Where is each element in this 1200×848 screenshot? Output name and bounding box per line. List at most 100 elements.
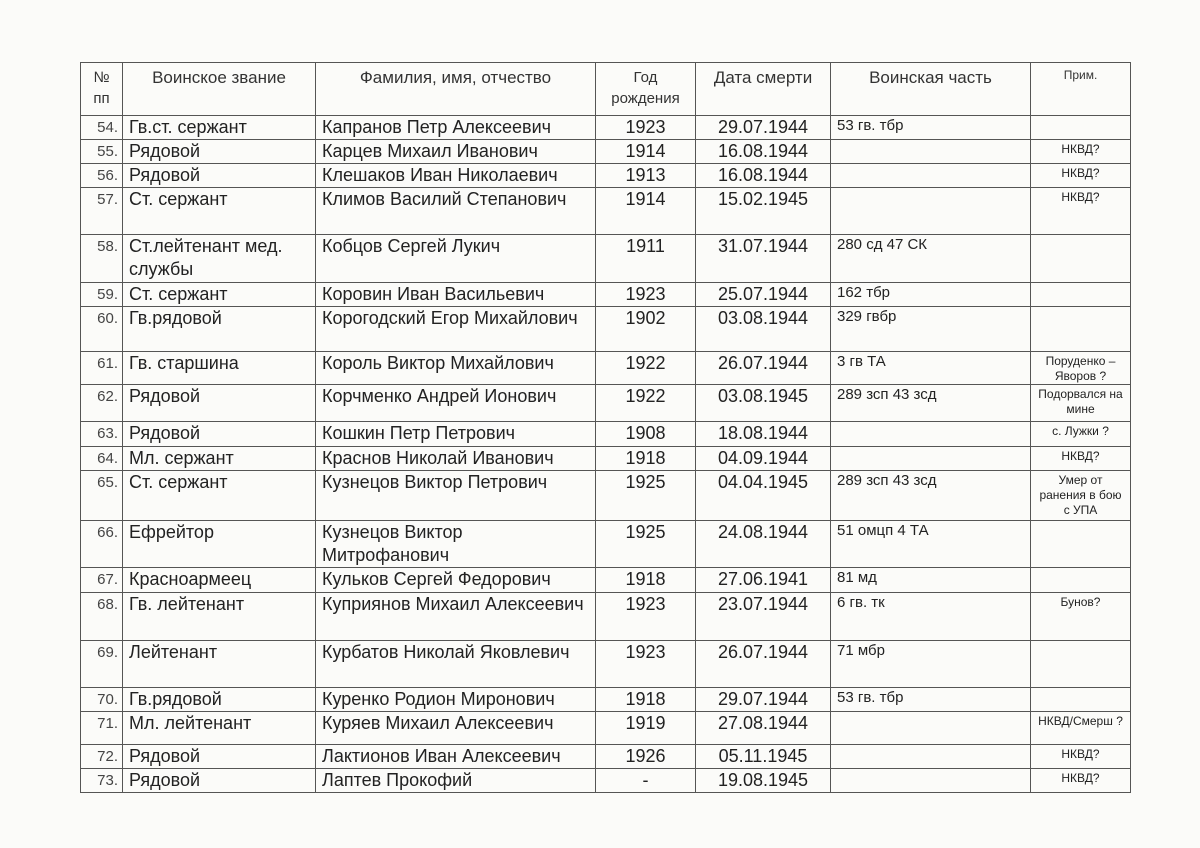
cell-unit: 162 тбр xyxy=(830,282,1031,307)
cell-birth: 1908 xyxy=(595,421,696,447)
cell-unit: 53 гв. тбр xyxy=(830,115,1031,140)
table-row: 63. Рядовой Кошкин Петр Петрович 1908 18.08.… xyxy=(80,421,1131,447)
cell-death: 03.08.1945 xyxy=(695,384,831,422)
cell-num: 58. xyxy=(80,234,123,283)
header-note: Прим. xyxy=(1030,62,1131,116)
header-row: № пп Воинское звание Фамилия, имя, отчес… xyxy=(80,62,1131,116)
cell-name: Куряев Михаил Алексеевич xyxy=(315,711,596,745)
cell-num: 66. xyxy=(80,520,123,568)
burial-list-table: № пп Воинское звание Фамилия, имя, отчес… xyxy=(80,62,1131,793)
cell-unit: 51 омцп 4 ТА xyxy=(830,520,1031,568)
cell-name: Куприянов Михаил Алексеевич xyxy=(315,592,596,641)
cell-birth: 1902 xyxy=(595,306,696,352)
table-row: 62. Рядовой Корчменко Андрей Ионович 1922 03… xyxy=(80,384,1131,422)
cell-name: Лаптев Прокофий xyxy=(315,768,596,793)
cell-death: 31.07.1944 xyxy=(695,234,831,283)
cell-death: 27.08.1944 xyxy=(695,711,831,745)
header-birth: Год рождения xyxy=(595,62,696,116)
cell-num: 69. xyxy=(80,640,123,688)
cell-num: 72. xyxy=(80,744,123,769)
table-row: 60. Гв.рядовой Корогодский Егор Михайлович… xyxy=(80,306,1131,352)
cell-death: 26.07.1944 xyxy=(695,640,831,688)
cell-unit: 289 зсп 43 зсд xyxy=(830,470,1031,521)
cell-note: НКВД/Смерш ? xyxy=(1030,711,1131,745)
cell-num: 67. xyxy=(80,567,123,593)
table-row: 57. Ст. сержант Климов Василий Степанович 1… xyxy=(80,187,1131,235)
cell-unit xyxy=(830,139,1031,164)
cell-unit: 280 сд 47 СК xyxy=(830,234,1031,283)
cell-name: Король Виктор Михайлович xyxy=(315,351,596,385)
cell-note: Подорвался на мине xyxy=(1030,384,1131,422)
cell-note xyxy=(1030,687,1131,712)
cell-unit: 329 гвбр xyxy=(830,306,1031,352)
cell-num: 62. xyxy=(80,384,123,422)
table-row: 54. Гв.ст. сержант Капранов Петр Алексееви… xyxy=(80,115,1131,140)
cell-death: 16.08.1944 xyxy=(695,163,831,188)
cell-rank: Красноармеец xyxy=(122,567,316,593)
cell-note: НКВД? xyxy=(1030,744,1131,769)
cell-num: 63. xyxy=(80,421,123,447)
cell-unit: 6 гв. тк xyxy=(830,592,1031,641)
cell-rank: Рядовой xyxy=(122,744,316,769)
header-name: Фамилия, имя, отчество xyxy=(315,62,596,116)
cell-name: Карцев Михаил Иванович xyxy=(315,139,596,164)
cell-death: 24.08.1944 xyxy=(695,520,831,568)
cell-rank: Ефрейтор xyxy=(122,520,316,568)
cell-unit xyxy=(830,446,1031,471)
cell-name: Курбатов Николай Яковлевич xyxy=(315,640,596,688)
cell-rank: Ст. сержант xyxy=(122,282,316,307)
cell-rank: Ст. сержант xyxy=(122,470,316,521)
cell-birth: 1925 xyxy=(595,470,696,521)
cell-name: Кульков Сергей Федорович xyxy=(315,567,596,593)
cell-unit: 289 зсп 43 зсд xyxy=(830,384,1031,422)
cell-name: Куренко Родион Миронович xyxy=(315,687,596,712)
cell-birth: 1914 xyxy=(595,139,696,164)
cell-unit: 3 гв ТА xyxy=(830,351,1031,385)
cell-rank: Гв.ст. сержант xyxy=(122,115,316,140)
cell-num: 55. xyxy=(80,139,123,164)
cell-name: Кузнецов Виктор Митрофанович xyxy=(315,520,596,568)
cell-note: Умер от ранения в бою с УПА xyxy=(1030,470,1131,521)
cell-birth: 1925 xyxy=(595,520,696,568)
cell-birth: 1926 xyxy=(595,744,696,769)
cell-death: 25.07.1944 xyxy=(695,282,831,307)
cell-num: 65. xyxy=(80,470,123,521)
cell-rank: Гв. старшина xyxy=(122,351,316,385)
cell-birth: 1919 xyxy=(595,711,696,745)
cell-note: с. Лужки ? xyxy=(1030,421,1131,447)
table-row: 65. Ст. сержант Кузнецов Виктор Петрович 19… xyxy=(80,470,1131,521)
table-row: 67. Красноармеец Кульков Сергей Федорович 1… xyxy=(80,567,1131,593)
cell-name: Кобцов Сергей Лукич xyxy=(315,234,596,283)
cell-note: НКВД? xyxy=(1030,768,1131,793)
cell-name: Коровин Иван Васильевич xyxy=(315,282,596,307)
cell-death: 05.11.1945 xyxy=(695,744,831,769)
cell-name: Капранов Петр Алексеевич xyxy=(315,115,596,140)
table-row: 70. Гв.рядовой Куренко Родион Миронович 191… xyxy=(80,687,1131,712)
table-row: 72. Рядовой Лактионов Иван Алексеевич 1926 0… xyxy=(80,744,1131,769)
cell-unit: 71 мбр xyxy=(830,640,1031,688)
table-row: 55. Рядовой Карцев Михаил Иванович 1914 16.0… xyxy=(80,139,1131,164)
table-row: 59. Ст. сержант Коровин Иван Васильевич 192… xyxy=(80,282,1131,307)
cell-birth: 1913 xyxy=(595,163,696,188)
cell-death: 18.08.1944 xyxy=(695,421,831,447)
cell-death: 27.06.1941 xyxy=(695,567,831,593)
cell-name: Кузнецов Виктор Петрович xyxy=(315,470,596,521)
cell-num: 70. xyxy=(80,687,123,712)
cell-rank: Рядовой xyxy=(122,421,316,447)
cell-name: Краснов Николай Иванович xyxy=(315,446,596,471)
cell-birth: 1923 xyxy=(595,592,696,641)
cell-num: 59. xyxy=(80,282,123,307)
cell-rank: Ст.лейтенант мед. службы xyxy=(122,234,316,283)
cell-name: Клешаков Иван Николаевич xyxy=(315,163,596,188)
cell-birth: 1918 xyxy=(595,687,696,712)
cell-birth: 1922 xyxy=(595,351,696,385)
cell-note xyxy=(1030,234,1131,283)
cell-death: 26.07.1944 xyxy=(695,351,831,385)
table-row: 71. Мл. лейтенант Куряев Михаил Алексеевич… xyxy=(80,711,1131,745)
cell-rank: Гв.рядовой xyxy=(122,306,316,352)
cell-note: НКВД? xyxy=(1030,139,1131,164)
cell-unit xyxy=(830,711,1031,745)
cell-note xyxy=(1030,640,1131,688)
cell-unit: 81 мд xyxy=(830,567,1031,593)
cell-death: 19.08.1945 xyxy=(695,768,831,793)
